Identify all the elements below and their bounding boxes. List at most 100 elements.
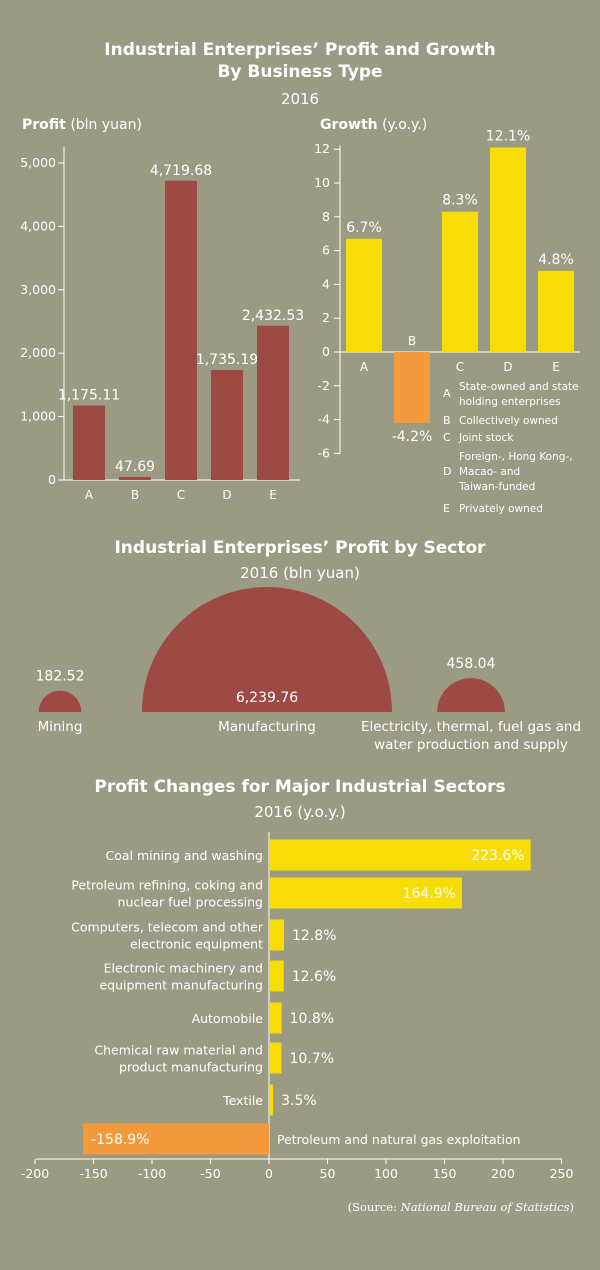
- sector-value-label: 182.52: [36, 669, 85, 685]
- legend-label-line: Joint stock: [459, 432, 514, 444]
- growth-y-tick-label: 8: [322, 209, 330, 224]
- growth-y-tick-label: 0: [322, 344, 330, 359]
- growth-y-tick-label: 6: [322, 243, 330, 258]
- growth-axis-title-bold: Growth: [320, 117, 378, 133]
- hbar-value-label: 12.8%: [292, 928, 336, 944]
- legend-label-line: Privately owned: [459, 503, 543, 515]
- source-suffix: ): [569, 1200, 575, 1214]
- sector-name-label: water production and supply: [374, 737, 568, 753]
- hbar-x-tick-label: 0: [265, 1166, 273, 1181]
- hbar-bar: [269, 877, 462, 909]
- growth-y-tick-label: -4: [318, 412, 331, 427]
- hbar-x-tick-label: 100: [374, 1166, 398, 1181]
- hbar-value-label: 164.9%: [403, 886, 456, 902]
- growth-axis-title: Growth (y.o.y.): [320, 117, 427, 133]
- hbar-category-label: Textile: [222, 1093, 263, 1108]
- profit-y-tick-label: 1,000: [20, 409, 56, 424]
- hbar-bar: [269, 1002, 282, 1034]
- hbar-bar: [269, 839, 531, 871]
- profit-bar: [165, 180, 197, 481]
- growth-bar: [346, 238, 382, 352]
- profit-category-label: D: [222, 488, 231, 502]
- source-note: (Source: National Bureau of Statistics): [348, 1200, 574, 1214]
- legend-label-line: State-owned and state: [459, 381, 579, 393]
- profit-y-tick-label: 2,000: [20, 345, 56, 360]
- profit-category-label: E: [269, 488, 277, 502]
- hbar-category-label: nuclear fuel processing: [118, 895, 263, 910]
- profit-bar: [257, 325, 289, 480]
- sector-half-circle: [38, 690, 82, 712]
- growth-y-tick-label: 12: [314, 141, 330, 156]
- legend-letter: B: [443, 414, 451, 427]
- profit-bar-value-label: 1,735.19: [196, 352, 258, 368]
- sector-value-label: 6,239.76: [236, 690, 298, 706]
- profit-category-label: B: [131, 488, 139, 502]
- growth-y-tick-label: 4: [322, 276, 330, 291]
- hbar-x-tick-label: -200: [21, 1166, 49, 1181]
- growth-category-label: D: [503, 360, 512, 374]
- profit-axis-title-bold: Profit: [22, 117, 66, 133]
- profit-bar-value-label: 47.69: [115, 459, 155, 475]
- sector-half-circle: [437, 678, 505, 712]
- sector-half-circle: [142, 587, 392, 712]
- profit-category-label: C: [177, 488, 185, 502]
- sector-value-label: 458.04: [447, 656, 496, 672]
- hbar-category-label: Petroleum and natural gas exploitation: [277, 1132, 521, 1147]
- profit-y-tick-label: 3,000: [20, 282, 56, 297]
- hbar-category-label: Electronic machinery and: [104, 961, 263, 976]
- hbar-category-label: equipment manufacturing: [99, 978, 263, 993]
- growth-bar: [394, 352, 430, 423]
- section1-subtitle: 2016: [280, 90, 320, 108]
- profit-bar-value-label: 2,432.53: [242, 308, 304, 324]
- hbar-bar: [83, 1123, 269, 1155]
- growth-bar-value-label: -4.2%: [392, 429, 433, 445]
- hbar-x-tick-label: -50: [200, 1166, 220, 1181]
- growth-bar-value-label: 12.1%: [486, 129, 530, 145]
- growth-axis-title-unit: (y.o.y.): [382, 117, 428, 133]
- hbar-bar: [269, 919, 284, 951]
- hbar-category-label: electronic equipment: [130, 937, 263, 952]
- legend-letter: D: [443, 465, 452, 478]
- hbar-x-tick-label: 50: [320, 1166, 336, 1181]
- section2-subtitle: 2016 (bln yuan): [240, 564, 360, 582]
- growth-bar-value-label: 4.8%: [538, 252, 574, 268]
- hbar-category-label: Chemical raw material and: [94, 1043, 263, 1058]
- source-prefix: (Source:: [347, 1200, 401, 1214]
- hbar-value-label: 10.8%: [290, 1011, 334, 1027]
- hbar-bar: [269, 960, 284, 992]
- section3-title: Profit Changes for Major Industrial Sect…: [94, 777, 506, 797]
- profit-y-tick-label: 0: [48, 472, 56, 487]
- profit-category-label: A: [85, 488, 94, 502]
- hbar-value-label: 3.5%: [281, 1093, 317, 1109]
- hbar-value-label: -158.9%: [91, 1132, 149, 1148]
- hbar-category-label: Coal mining and washing: [106, 848, 264, 863]
- profit-y-tick-label: 5,000: [20, 155, 56, 170]
- growth-category-label: C: [456, 360, 464, 374]
- sector-name-label: Mining: [38, 719, 83, 735]
- hbar-x-tick-label: 200: [491, 1166, 515, 1181]
- legend-label-line: Taiwan-funded: [459, 481, 536, 493]
- legend-label-line: Macao- and: [459, 466, 521, 478]
- growth-y-tick-label: 10: [314, 175, 330, 190]
- profit-bar-value-label: 1,175.11: [58, 387, 120, 403]
- legend-letter: C: [443, 431, 451, 444]
- growth-y-tick-label: -6: [318, 445, 331, 460]
- hbar-category-label: Petroleum refining, coking and: [71, 878, 263, 893]
- growth-bar: [442, 211, 478, 352]
- hbar-category-label: product manufacturing: [119, 1060, 263, 1075]
- hbar-value-label: 223.6%: [471, 848, 524, 864]
- section2-title: Industrial Enterprises’ Profit by Sector: [114, 538, 486, 558]
- hbar-x-tick-label: -100: [138, 1166, 166, 1181]
- legend-label-line: Foreign-, Hong Kong-,: [459, 451, 573, 463]
- profit-axis-title: Profit (bln yuan): [22, 117, 142, 133]
- hbar-category-label: Computers, telecom and other: [71, 920, 264, 935]
- profit-y-tick-label: 4,000: [20, 218, 56, 233]
- hbar-bar: [269, 1084, 274, 1116]
- hbar-x-tick-label: -150: [79, 1166, 107, 1181]
- hbar-bar: [269, 1042, 282, 1074]
- growth-bar: [490, 147, 526, 352]
- hbar-value-label: 10.7%: [290, 1051, 334, 1067]
- section1-title-line2: By Business Type: [217, 62, 383, 82]
